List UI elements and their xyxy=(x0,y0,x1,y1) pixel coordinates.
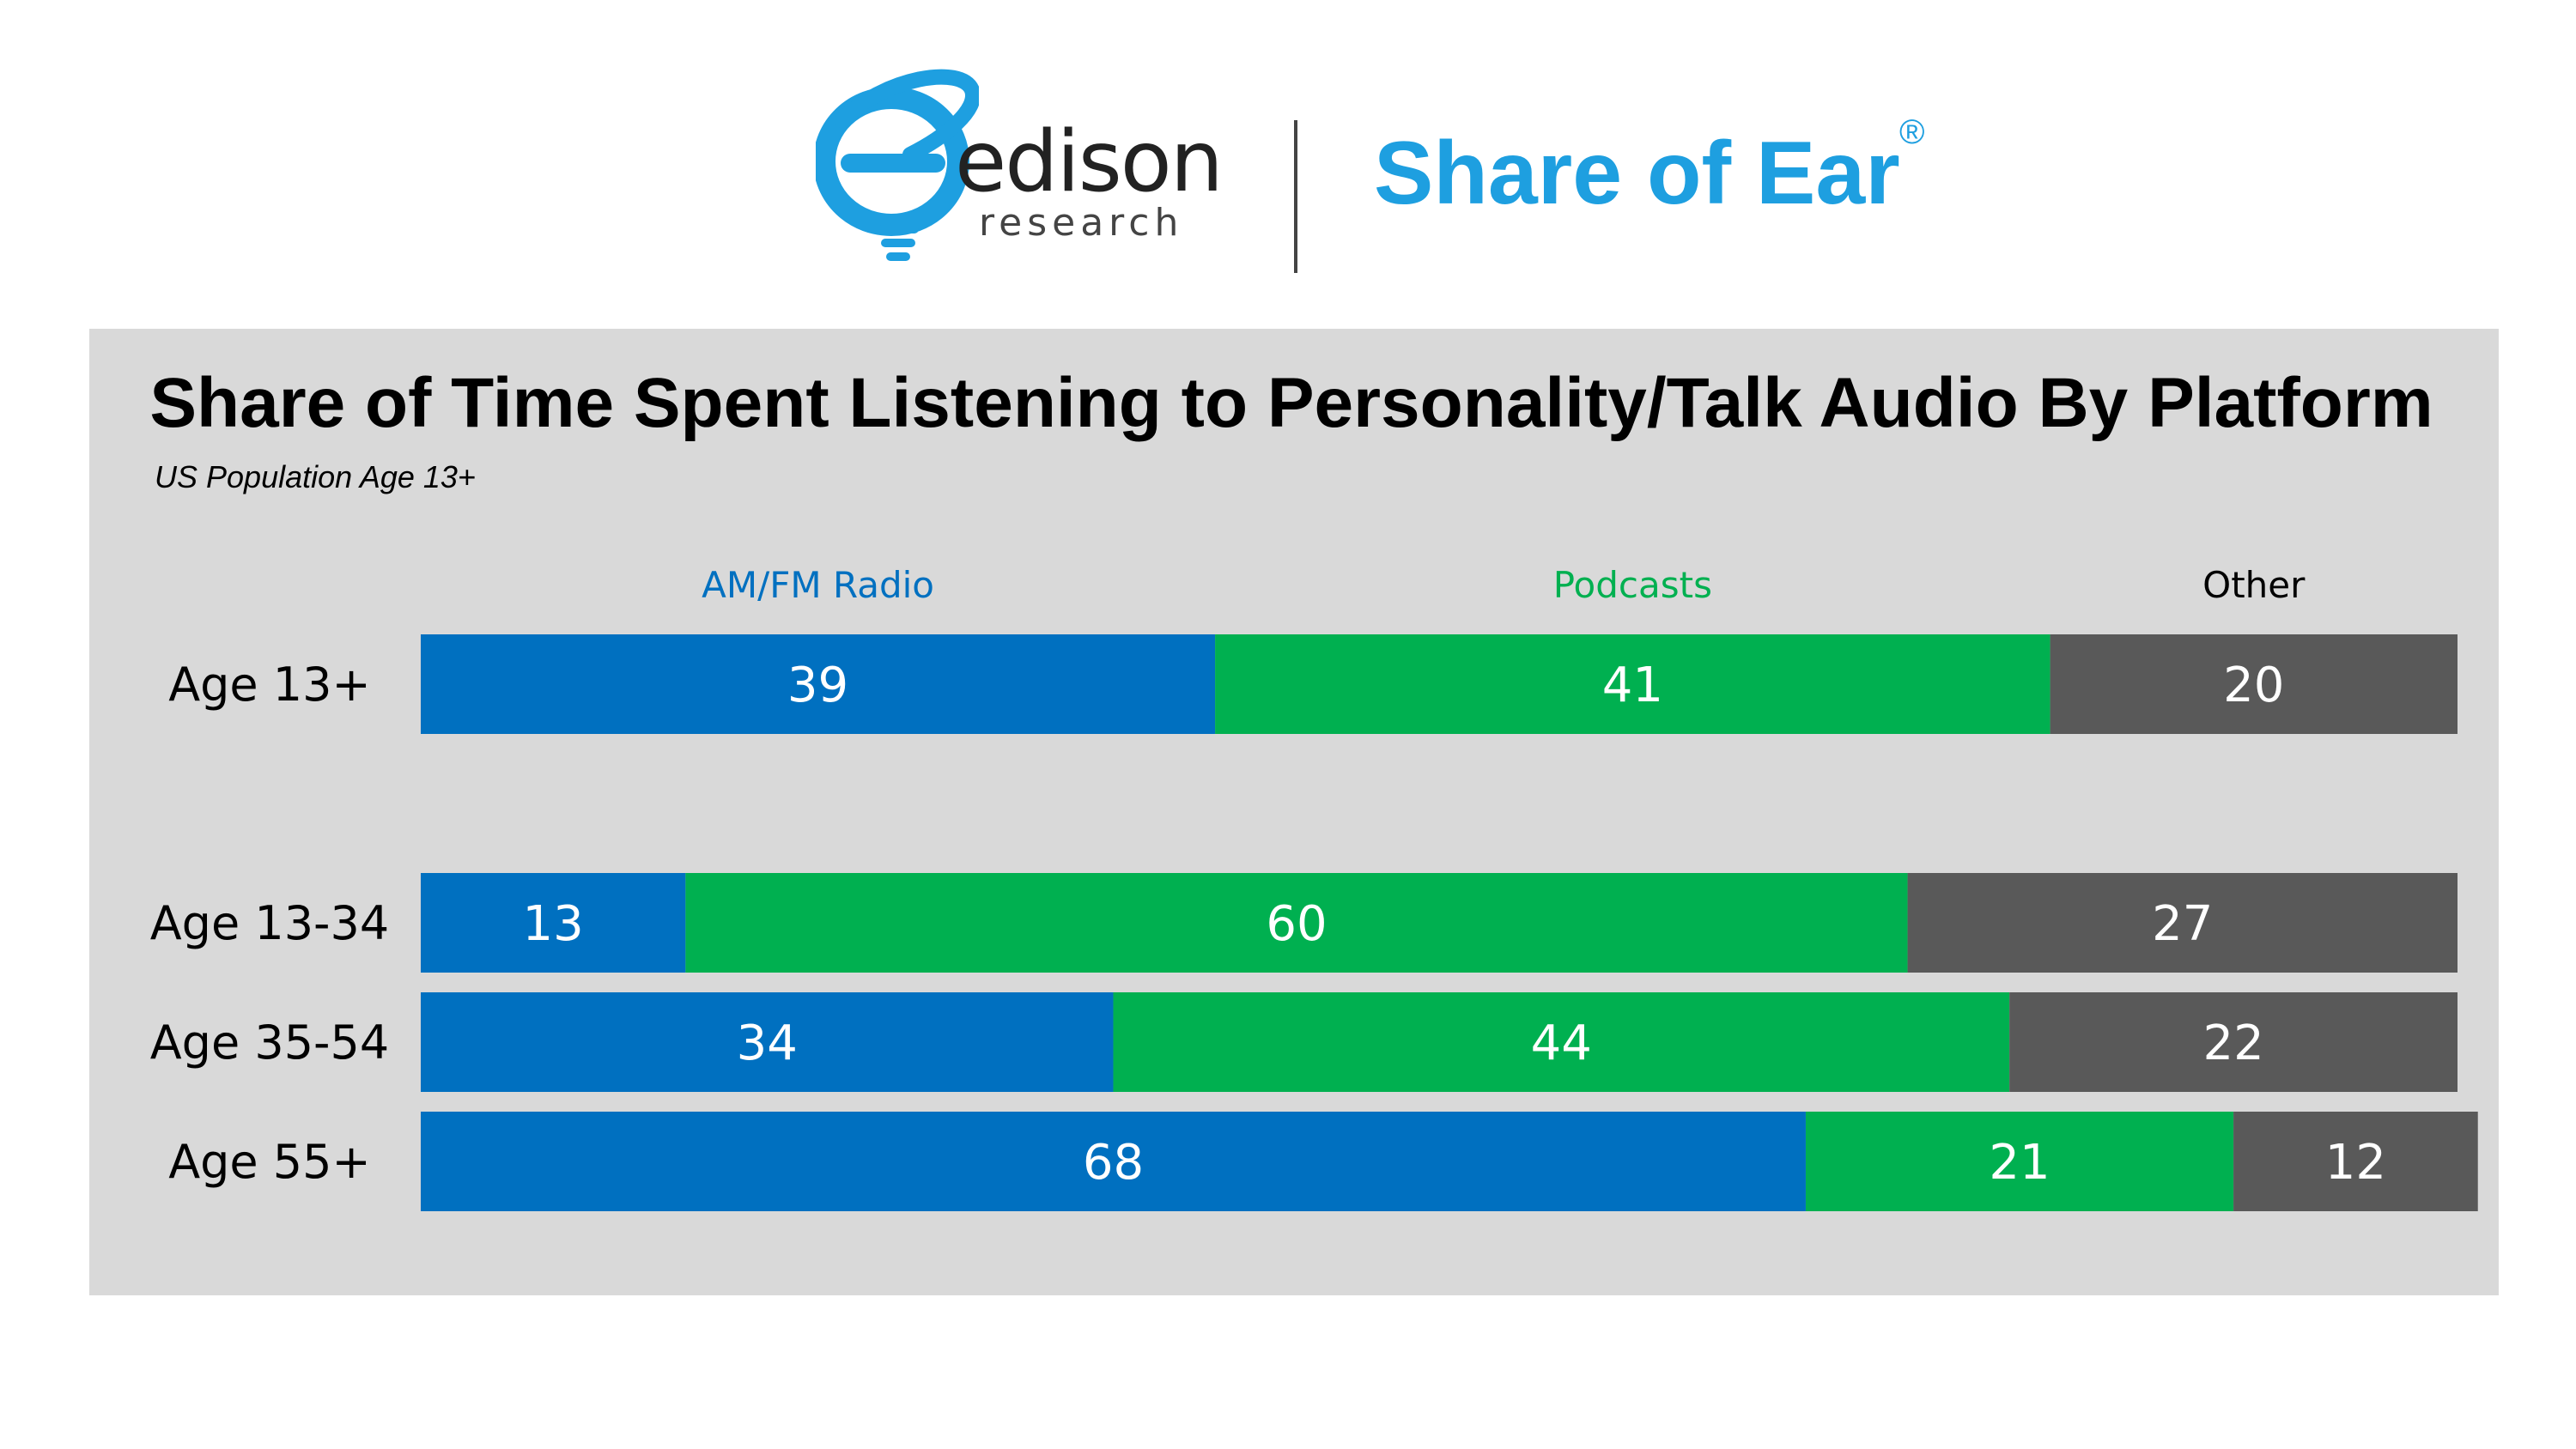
row-label-age-55: Age 55+ xyxy=(168,1135,371,1189)
data-label-other-age-35-54: 22 xyxy=(2202,1016,2263,1071)
bar-am-fm-radio-age-13-34 xyxy=(421,873,686,973)
row-label-age-13: Age 13+ xyxy=(168,658,371,712)
bar-other-age-35-54 xyxy=(2009,992,2458,1092)
row-label-age-13-34: Age 13-34 xyxy=(150,896,390,950)
data-label-am-fm-radio-age-13: 39 xyxy=(787,658,848,713)
bar-other-age-13-34 xyxy=(1907,873,2458,973)
header-divider xyxy=(1294,120,1297,273)
edison-logo-icon xyxy=(816,69,979,261)
header: edison research Share of Ear ® xyxy=(0,0,2576,326)
bar-podcasts-age-55 xyxy=(1805,1112,2234,1211)
legend-podcasts: Podcasts xyxy=(1553,564,1712,606)
bar-am-fm-radio-age-13 xyxy=(421,634,1216,734)
brand-title: Share of Ear xyxy=(1374,124,1900,223)
chart-panel: Share of Time Spent Listening to Persona… xyxy=(89,329,2499,1295)
bar-podcasts-age-13-34 xyxy=(685,873,1908,973)
logo-wordmark: edison xyxy=(955,113,1224,211)
bar-am-fm-radio-age-55 xyxy=(421,1112,1806,1211)
data-label-am-fm-radio-age-35-54: 34 xyxy=(737,1016,798,1071)
data-label-am-fm-radio-age-13-34: 13 xyxy=(523,896,584,952)
logo-subtext: research xyxy=(979,201,1184,245)
bar-other-age-13 xyxy=(2050,634,2458,734)
chart-subtitle: US Population Age 13+ xyxy=(155,459,476,494)
data-label-am-fm-radio-age-55: 68 xyxy=(1083,1135,1144,1191)
data-label-other-age-55: 12 xyxy=(2325,1135,2386,1191)
bar-am-fm-radio-age-35-54 xyxy=(421,992,1114,1092)
data-label-other-age-13: 20 xyxy=(2223,658,2284,713)
data-label-podcasts-age-55: 21 xyxy=(1989,1135,2050,1191)
bar-other-age-55 xyxy=(2233,1112,2478,1211)
chart-title: Share of Time Spent Listening to Persona… xyxy=(149,364,2433,442)
registered-mark: ® xyxy=(1899,113,1925,151)
data-label-other-age-13-34: 27 xyxy=(2152,896,2213,952)
data-label-podcasts-age-13: 41 xyxy=(1602,658,1663,713)
bar-podcasts-age-35-54 xyxy=(1113,992,2010,1092)
stacked-bar-chart: AM/FM Radio Podcasts Other Age 13+ 39 41 20 Age… xyxy=(150,564,2478,1211)
data-label-podcasts-age-35-54: 44 xyxy=(1531,1016,1592,1071)
data-label-podcasts-age-13-34: 60 xyxy=(1266,896,1327,952)
legend-am-fm-radio: AM/FM Radio xyxy=(702,564,934,606)
legend-other: Other xyxy=(2202,564,2306,606)
bar-podcasts-age-13 xyxy=(1215,634,2050,734)
row-label-age-35-54: Age 35-54 xyxy=(150,1016,390,1070)
